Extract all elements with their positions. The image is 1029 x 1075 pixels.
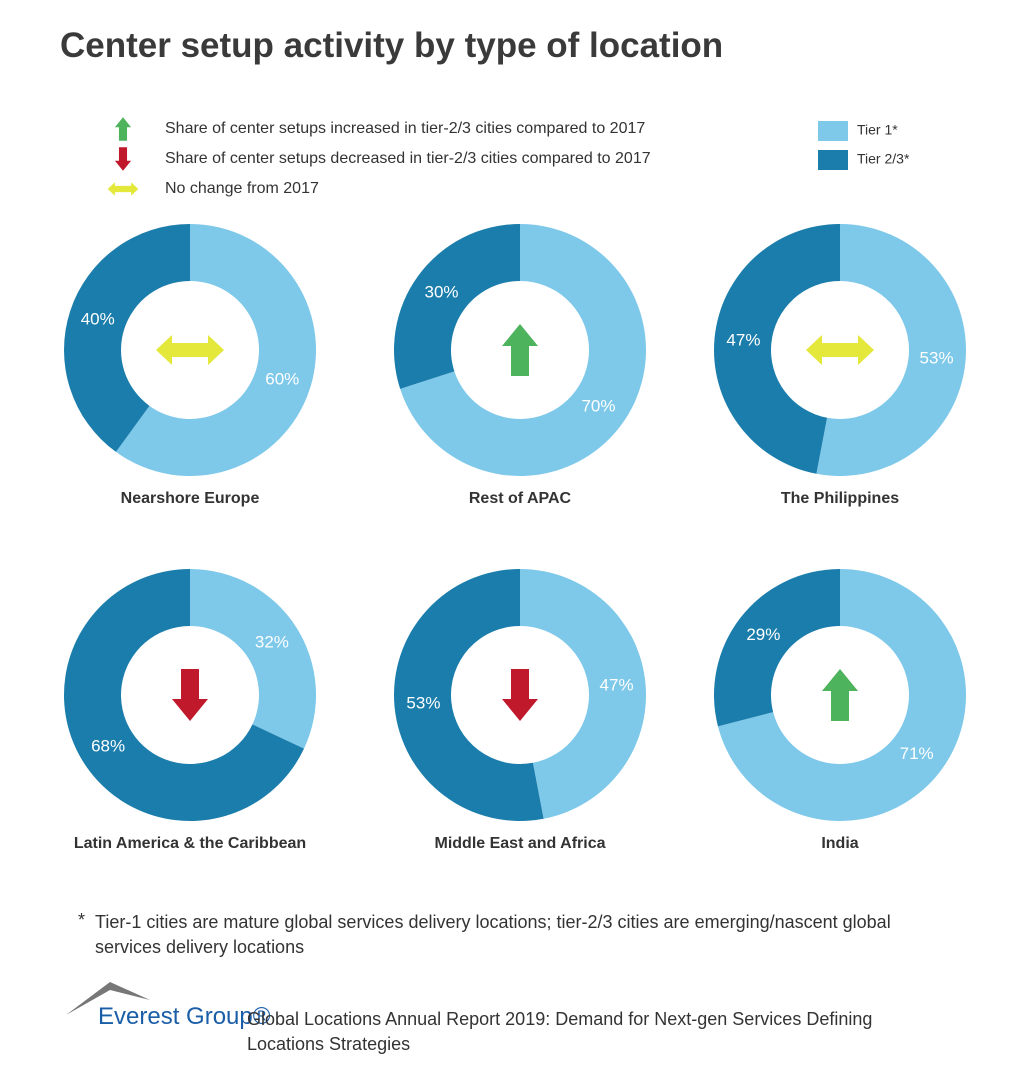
legend-text: Share of center setups increased in tier…	[165, 120, 645, 137]
donut-segment	[714, 569, 840, 727]
logo: Everest Group®	[98, 1003, 271, 1030]
legend-label: Tier 1*	[857, 122, 898, 138]
value-label: 47%	[600, 675, 634, 694]
donut-segment	[394, 569, 544, 821]
trend-arrow-up	[114, 117, 132, 141]
trend-arrow-both	[156, 335, 224, 365]
legend-text: No change from 2017	[165, 180, 319, 197]
page-title: Center setup activity by type of locatio…	[60, 26, 724, 65]
value-label: 47%	[726, 330, 760, 349]
value-label: 60%	[265, 369, 299, 388]
value-label: 53%	[406, 694, 440, 713]
value-label: 71%	[900, 744, 934, 763]
chart-title: Rest of APAC	[469, 490, 572, 507]
chart-title: Latin America & the Caribbean	[74, 835, 306, 852]
trend-arrow-up	[822, 669, 858, 721]
legend-label: Tier 2/3*	[857, 151, 910, 167]
value-label: 29%	[746, 625, 780, 644]
trend-arrow-down	[114, 147, 132, 171]
donut-segment	[63, 569, 305, 821]
donut-segment	[400, 224, 646, 476]
legend-swatch	[818, 121, 848, 141]
trend-arrow-both	[107, 182, 139, 196]
chart-title: Middle East and Africa	[435, 835, 606, 852]
chart-title: Nearshore Europe	[121, 490, 260, 507]
logo-mark	[66, 982, 150, 1015]
donut-segment	[115, 224, 316, 476]
donut-segment	[520, 569, 647, 819]
value-label: 68%	[91, 736, 125, 755]
value-label: 53%	[920, 349, 954, 368]
chart-title: The Philippines	[781, 490, 899, 507]
trend-arrow-down	[502, 669, 538, 721]
footnote: Tier-1 cities are mature global services…	[95, 912, 891, 957]
value-label: 40%	[81, 310, 115, 329]
source: Global Locations Annual Report 2019: Dem…	[247, 1009, 873, 1054]
donut-segment	[394, 224, 520, 389]
donut-segment	[816, 224, 966, 476]
value-label: 30%	[425, 282, 459, 301]
chart-title: India	[821, 835, 858, 852]
trend-arrow-up	[502, 324, 538, 376]
legend-text: Share of center setups decreased in tier…	[165, 150, 651, 167]
value-label: 32%	[255, 633, 289, 652]
donut-segment	[190, 569, 316, 749]
trend-arrow-both	[806, 335, 874, 365]
donut-segment	[64, 223, 190, 452]
donut-segment	[717, 569, 966, 822]
donut-segment	[713, 224, 840, 474]
footnote-mark: *	[78, 910, 86, 930]
value-label: 70%	[581, 396, 615, 415]
trend-arrow-down	[172, 669, 208, 721]
legend-swatch	[818, 150, 848, 170]
